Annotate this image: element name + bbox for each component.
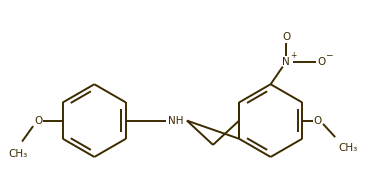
Text: CH₃: CH₃ (8, 149, 27, 159)
Text: O: O (282, 32, 290, 42)
Text: O: O (313, 116, 322, 126)
Text: O: O (317, 57, 325, 67)
Text: N: N (282, 57, 290, 67)
Text: CH₃: CH₃ (339, 143, 358, 153)
Text: NH: NH (168, 116, 183, 126)
Text: +: + (290, 51, 296, 60)
Text: O: O (34, 116, 43, 126)
Text: −: − (325, 50, 333, 59)
